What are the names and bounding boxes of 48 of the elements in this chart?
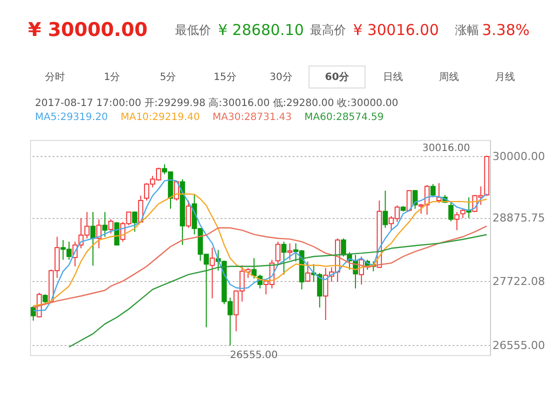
candlestick bbox=[90, 212, 96, 266]
text: MA10:29219.40 bbox=[120, 112, 200, 123]
candlestick bbox=[305, 260, 310, 282]
candlestick bbox=[382, 190, 388, 228]
candlestick bbox=[42, 294, 48, 305]
candlestick bbox=[102, 212, 108, 238]
text: 分时 bbox=[45, 71, 65, 83]
text: MA60:28574.59 bbox=[304, 112, 384, 123]
candlestick bbox=[108, 218, 114, 234]
line-series bbox=[68, 234, 488, 348]
text: 最低价 bbox=[175, 23, 211, 37]
y-tick-label: 26555.00 bbox=[492, 338, 545, 352]
candlestick bbox=[460, 208, 466, 218]
candlestick bbox=[430, 184, 436, 198]
candlestick bbox=[287, 242, 292, 260]
text: ¥ 30016.00 bbox=[353, 21, 439, 39]
candlestick bbox=[210, 247, 215, 299]
text: 日线 bbox=[383, 71, 403, 83]
text: ¥ 30000.00 bbox=[28, 19, 148, 41]
candlestick bbox=[454, 212, 460, 231]
candlestick bbox=[406, 190, 412, 212]
y-tick-label: 28875.75 bbox=[492, 212, 545, 225]
text: 2017-08-17 17:00:00 开:29299.98 高:30016.00 低:29280.00 收:30000.00 bbox=[35, 97, 398, 109]
y-tick-label: 27722.08 bbox=[492, 274, 545, 288]
candlestick bbox=[448, 202, 454, 222]
text: ¥ 28680.10 bbox=[218, 21, 304, 39]
text: 周线 bbox=[439, 71, 459, 83]
candlestick bbox=[412, 190, 418, 210]
candlestick bbox=[96, 218, 102, 249]
text: 5分 bbox=[160, 71, 176, 83]
text: 30分 bbox=[270, 71, 292, 83]
text: MA30:28731.43 bbox=[212, 112, 292, 123]
y-tick-label: 30000.00 bbox=[492, 150, 545, 163]
candlestick bbox=[132, 210, 138, 232]
text: 60分 bbox=[325, 71, 350, 83]
text: 1分 bbox=[104, 71, 120, 83]
candlestick bbox=[186, 200, 191, 228]
text: 月线 bbox=[495, 71, 515, 83]
text: 涨幅 bbox=[455, 23, 479, 37]
text: 3.38% bbox=[482, 21, 530, 39]
text: MA5:29319.20 bbox=[35, 112, 108, 123]
annotation: 26555.00 bbox=[230, 350, 278, 361]
annotation: 30016.00 bbox=[422, 143, 470, 154]
candlestick bbox=[30, 305, 36, 322]
text: 最高价 bbox=[310, 23, 346, 37]
candlestick bbox=[281, 241, 286, 276]
text: 15分 bbox=[214, 71, 236, 83]
candlestick bbox=[275, 241, 280, 266]
